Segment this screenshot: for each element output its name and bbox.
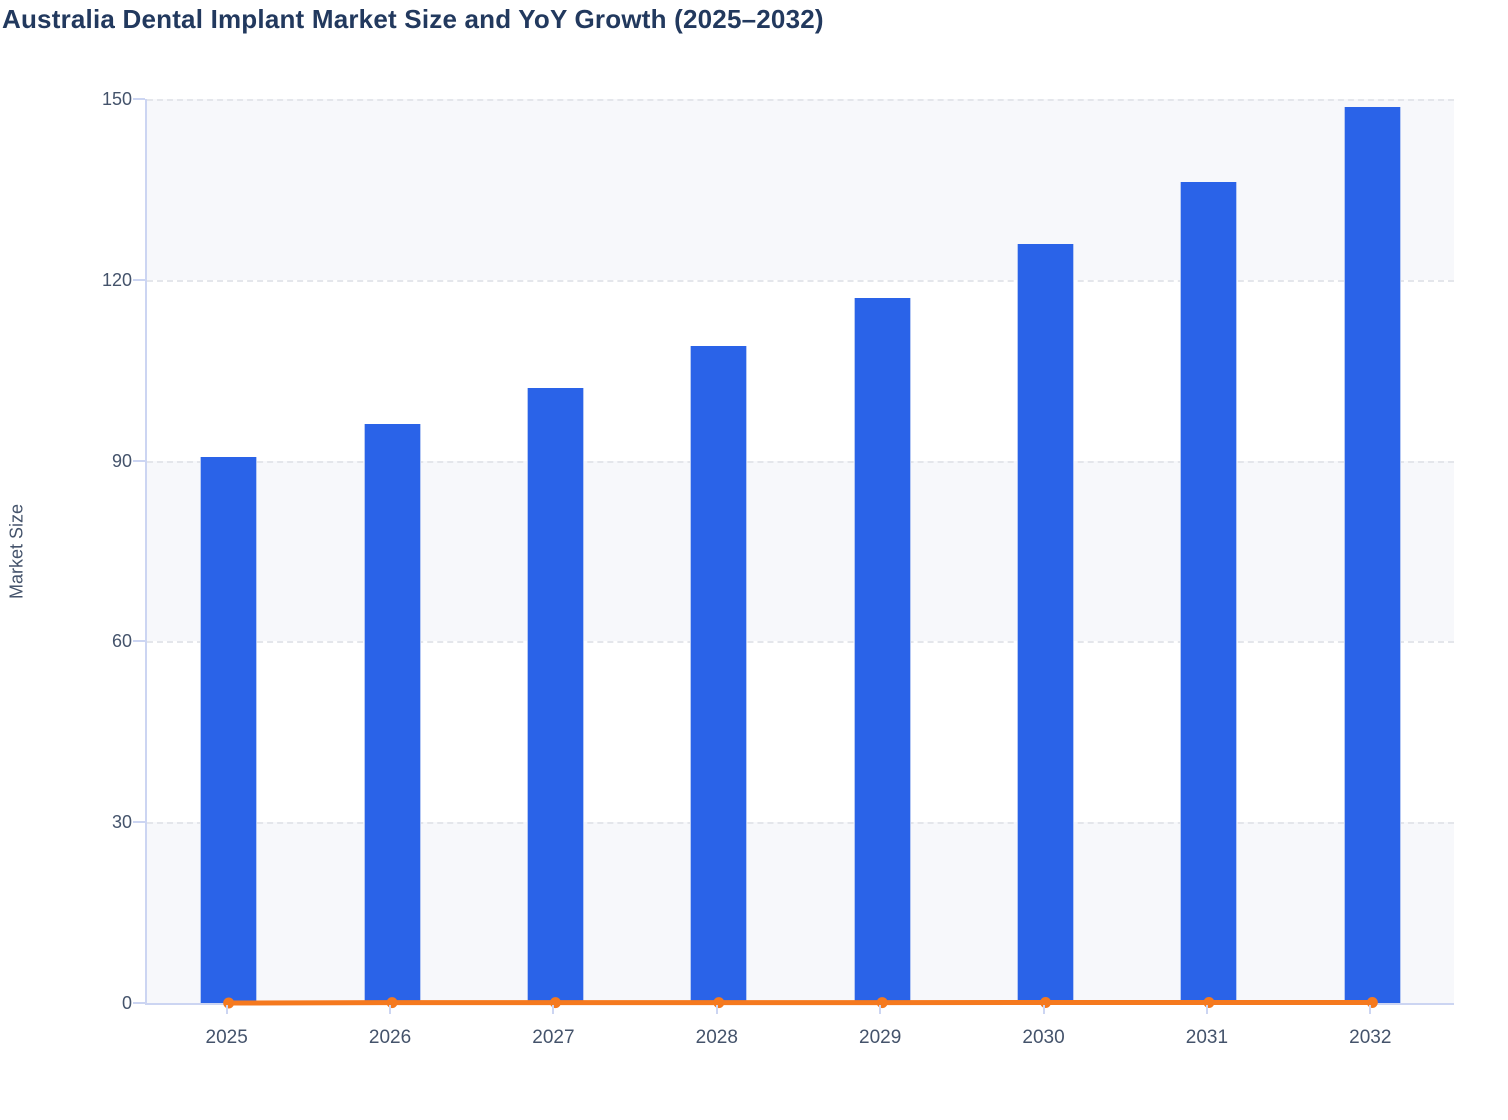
bar-2028 — [691, 345, 747, 1003]
x-axis-tick-mark — [389, 1005, 392, 1014]
yoy-growth-line — [226, 999, 1375, 1006]
y-axis-tick-label: 0 — [121, 993, 132, 1013]
y-axis-tick-mark — [133, 640, 145, 643]
x-axis-tick-mark — [552, 1005, 555, 1014]
x-axis-tick-label: 2032 — [1349, 1027, 1392, 1048]
y-axis-title: Market Size — [6, 503, 27, 600]
bar-2032 — [1344, 107, 1400, 1003]
plot-area — [145, 99, 1454, 1009]
x-axis-tick-label: 2026 — [368, 1027, 412, 1048]
x-axis-tick-mark — [1205, 1005, 1208, 1014]
y-axis-tick-label: 120 — [101, 269, 132, 290]
bar-2026 — [364, 423, 420, 1003]
x-axis-tick-mark — [1042, 1005, 1045, 1014]
y-axis-tick-mark — [133, 1002, 145, 1004]
y-axis-tick-mark — [133, 459, 145, 462]
x-axis-tick-mark — [879, 1005, 882, 1014]
yoy-growth-line-layer — [223, 996, 1378, 1009]
x-axis-tick-label: 2029 — [859, 1027, 902, 1048]
x-axis-tick-mark — [225, 1005, 228, 1014]
x-axis-tick-label: 2027 — [532, 1027, 575, 1048]
chart-title: Australia Dental Implant Market Size and… — [2, 4, 824, 34]
y-axis-tick-label: 150 — [101, 89, 132, 109]
gridline — [147, 99, 1454, 101]
x-axis-tick-mark — [1369, 1005, 1372, 1014]
gridline — [147, 641, 1454, 644]
x-axis-tick-label: 2030 — [1022, 1027, 1065, 1048]
bar-2029 — [854, 298, 910, 1003]
x-axis-tick-mark — [715, 1005, 718, 1014]
y-axis-tick-label: 30 — [111, 812, 132, 833]
y-axis-tick-mark — [133, 278, 145, 281]
gridline — [147, 279, 1454, 282]
y-axis-tick-label: 90 — [111, 450, 132, 471]
y-axis-tick-mark — [133, 821, 145, 824]
bar-2027 — [527, 388, 583, 1003]
bar-2025 — [201, 456, 257, 1003]
x-axis-tick-label: 2031 — [1185, 1027, 1229, 1048]
x-axis-tick-label: 2025 — [205, 1027, 248, 1048]
y-axis-tick-label: 60 — [111, 631, 132, 652]
gridline — [147, 822, 1454, 825]
bar-2030 — [1018, 244, 1074, 1003]
x-axis-tick-label: 2028 — [695, 1027, 738, 1048]
y-axis-tick-mark — [133, 98, 145, 100]
gridline — [147, 460, 1454, 463]
bar-2031 — [1181, 181, 1237, 1003]
